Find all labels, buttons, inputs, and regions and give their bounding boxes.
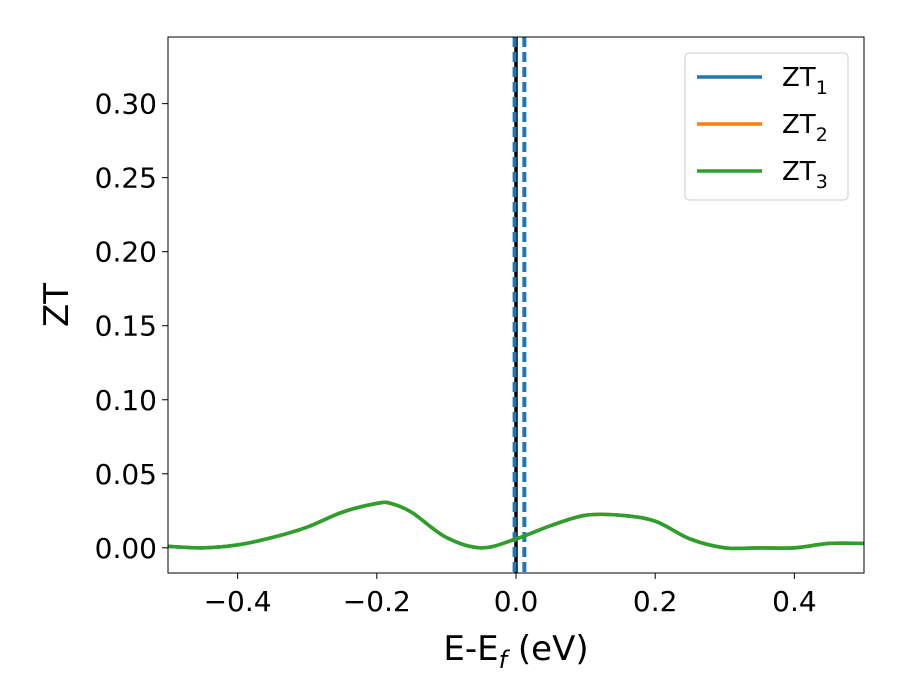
y-tick-label: 0.15 xyxy=(95,310,157,343)
x-tick-label: 0.0 xyxy=(494,585,539,618)
series-lines xyxy=(168,37,864,573)
y-axis-ticks: 0.00 0.05 0.10 0.15 0.20 0.25 0.30 xyxy=(95,88,168,565)
legend-label-zt2: ZT2 xyxy=(782,110,828,146)
legend-label-zt3: ZT3 xyxy=(782,157,828,193)
x-tick-label: −0.2 xyxy=(343,585,411,618)
series-line-zt3 xyxy=(168,500,864,551)
y-tick-label: 0.30 xyxy=(95,88,157,121)
legend-label-zt1: ZT1 xyxy=(782,63,828,99)
x-axis-label: E-Ef (eV) xyxy=(443,629,588,674)
x-tick-label: 0.2 xyxy=(633,585,678,618)
y-tick-label: 0.20 xyxy=(95,236,157,269)
y-tick-label: 0.00 xyxy=(95,532,157,565)
x-tick-label: 0.4 xyxy=(772,585,817,618)
x-tick-label: −0.4 xyxy=(204,585,272,618)
x-axis-label-unit: (eV) xyxy=(507,629,589,669)
y-tick-label: 0.05 xyxy=(95,458,157,491)
y-tick-label: 0.10 xyxy=(95,384,157,417)
y-axis-label: ZT xyxy=(37,283,77,327)
x-axis-ticks: −0.4 −0.2 0.0 0.2 0.4 xyxy=(204,573,817,618)
legend: ZT1 ZT2 ZT3 xyxy=(684,52,849,201)
x-axis-label-main: E-E xyxy=(443,629,498,669)
legend-frame xyxy=(684,52,849,201)
y-tick-label: 0.25 xyxy=(95,162,157,195)
